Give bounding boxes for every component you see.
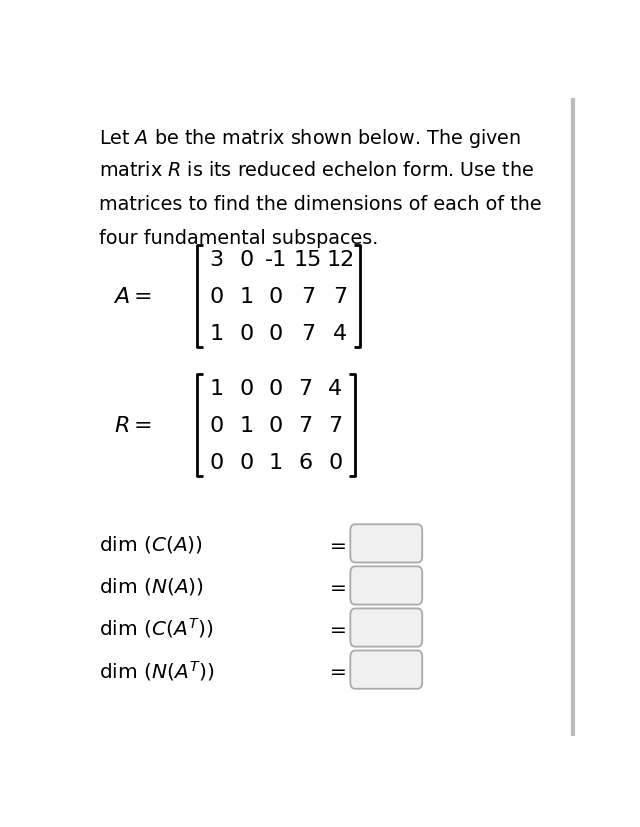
Text: $=$: $=$: [326, 660, 346, 679]
Text: dim $(C(A))$: dim $(C(A))$: [99, 533, 203, 554]
Text: 15: 15: [294, 250, 323, 270]
Text: 7: 7: [301, 323, 316, 343]
Text: 1: 1: [209, 323, 223, 343]
FancyBboxPatch shape: [350, 566, 422, 605]
Text: 0: 0: [269, 323, 283, 343]
Text: $=$: $=$: [326, 534, 346, 553]
Text: Let $\mathit{A}$ be the matrix shown below. The given: Let $\mathit{A}$ be the matrix shown bel…: [99, 127, 521, 151]
Text: 0: 0: [239, 323, 253, 343]
Text: 0: 0: [209, 453, 223, 473]
Text: $A=$: $A=$: [113, 287, 152, 307]
Text: 0: 0: [239, 453, 253, 473]
Text: 0: 0: [209, 416, 223, 436]
Text: -1: -1: [265, 250, 287, 270]
Text: dim $(N(A^T))$: dim $(N(A^T))$: [99, 657, 214, 681]
Text: 1: 1: [209, 379, 223, 399]
Text: $=$: $=$: [326, 576, 346, 595]
FancyBboxPatch shape: [350, 524, 422, 563]
Text: 4: 4: [333, 323, 348, 343]
Text: 7: 7: [299, 379, 313, 399]
Text: 1: 1: [269, 453, 283, 473]
Text: matrix $\mathit{R}$ is its reduced echelon form. Use the: matrix $\mathit{R}$ is its reduced echel…: [99, 161, 534, 180]
Text: 7: 7: [333, 287, 348, 307]
Text: matrices to find the dimensions of each of the: matrices to find the dimensions of each …: [99, 195, 541, 214]
Text: 7: 7: [301, 287, 316, 307]
Text: dim $(N(A))$: dim $(N(A))$: [99, 576, 204, 596]
Text: 12: 12: [326, 250, 355, 270]
Text: 0: 0: [239, 379, 253, 399]
Text: 0: 0: [239, 250, 253, 270]
Text: dim $(C(A^T))$: dim $(C(A^T))$: [99, 616, 213, 640]
FancyBboxPatch shape: [350, 651, 422, 689]
Text: 7: 7: [328, 416, 342, 436]
Text: 1: 1: [239, 287, 253, 307]
FancyBboxPatch shape: [350, 609, 422, 647]
Text: $R=$: $R=$: [114, 416, 152, 436]
Text: $=$: $=$: [326, 619, 346, 638]
Text: 0: 0: [209, 287, 223, 307]
Text: 0: 0: [269, 287, 283, 307]
Text: 0: 0: [328, 453, 342, 473]
Text: 0: 0: [269, 379, 283, 399]
Text: 4: 4: [328, 379, 342, 399]
Text: 1: 1: [239, 416, 253, 436]
Text: 0: 0: [269, 416, 283, 436]
Text: four fundamental subspaces.: four fundamental subspaces.: [99, 229, 378, 248]
Text: 7: 7: [299, 416, 313, 436]
Text: 6: 6: [299, 453, 313, 473]
Text: 3: 3: [209, 250, 223, 270]
